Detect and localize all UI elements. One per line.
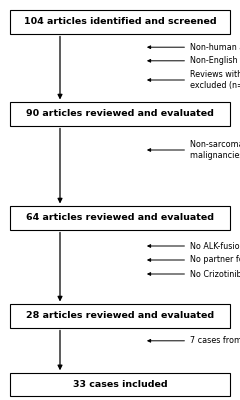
FancyBboxPatch shape bbox=[10, 10, 230, 34]
Text: 104 articles identified and screened: 104 articles identified and screened bbox=[24, 18, 216, 26]
Text: Non-human articles excluded(n=4): Non-human articles excluded(n=4) bbox=[190, 43, 240, 52]
Text: 28 articles reviewed and evaluated: 28 articles reviewed and evaluated bbox=[26, 312, 214, 320]
Text: 7 cases from two case series included: 7 cases from two case series included bbox=[190, 336, 240, 345]
Text: Non-sarcoma or non-sarcomatous
malignancies excluded (n=26): Non-sarcoma or non-sarcomatous malignanc… bbox=[190, 140, 240, 160]
Text: Non-English articles excluded(n=3): Non-English articles excluded(n=3) bbox=[190, 56, 240, 65]
FancyBboxPatch shape bbox=[10, 373, 230, 396]
FancyBboxPatch shape bbox=[10, 102, 230, 126]
FancyBboxPatch shape bbox=[10, 304, 230, 328]
FancyBboxPatch shape bbox=[10, 206, 230, 230]
Text: 90 articles reviewed and evaluated: 90 articles reviewed and evaluated bbox=[26, 110, 214, 118]
Text: 33 cases included: 33 cases included bbox=[73, 380, 167, 389]
Text: 64 articles reviewed and evaluated: 64 articles reviewed and evaluated bbox=[26, 214, 214, 222]
Text: No Crizotinib (n=5): No Crizotinib (n=5) bbox=[190, 270, 240, 278]
Text: No partner for ALK-fusion (n=22): No partner for ALK-fusion (n=22) bbox=[190, 256, 240, 264]
Text: No ALK-fusion (n=9): No ALK-fusion (n=9) bbox=[190, 242, 240, 250]
Text: Reviews without original cases
excluded (n=7): Reviews without original cases excluded … bbox=[190, 70, 240, 90]
